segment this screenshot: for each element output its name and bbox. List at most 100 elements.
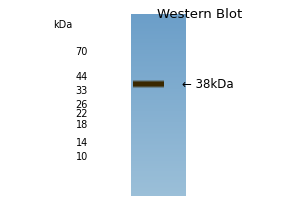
Bar (130, 137, 186, 138)
Bar (130, 97, 186, 98)
Bar (130, 66, 186, 67)
Bar (130, 100, 186, 101)
Bar (130, 75, 186, 76)
Bar (130, 180, 186, 181)
Bar (130, 20, 186, 21)
Text: 44: 44 (76, 72, 88, 82)
Bar (130, 142, 186, 143)
Bar (130, 81, 186, 82)
Bar (130, 62, 186, 63)
Bar (130, 40, 186, 41)
Bar (130, 118, 186, 119)
Bar (130, 86, 186, 87)
Bar (130, 30, 186, 31)
Bar (130, 155, 186, 156)
Bar (130, 173, 186, 174)
Text: 22: 22 (76, 109, 88, 119)
Bar (130, 126, 186, 127)
Bar (130, 17, 186, 18)
Bar (130, 73, 186, 74)
Bar (130, 141, 186, 142)
Bar (130, 106, 186, 107)
Bar (130, 36, 186, 37)
Bar (130, 148, 186, 149)
Bar (130, 149, 186, 150)
Bar (130, 124, 186, 125)
Bar (130, 29, 186, 30)
Bar (130, 150, 186, 151)
Bar (133, 80, 164, 88)
Bar (130, 123, 186, 124)
Bar (130, 14, 186, 15)
Bar (130, 77, 186, 78)
Bar (130, 79, 186, 80)
Bar (130, 101, 186, 102)
Bar (130, 144, 186, 145)
Bar (130, 80, 186, 81)
Bar (130, 128, 186, 129)
Bar (130, 47, 186, 48)
Bar (130, 146, 186, 147)
Bar (130, 94, 186, 95)
Bar (130, 147, 186, 148)
Bar (130, 176, 186, 177)
Bar (130, 127, 186, 128)
Bar (130, 24, 186, 25)
Bar (130, 48, 186, 49)
Bar (130, 90, 186, 91)
Bar (130, 26, 186, 27)
Text: kDa: kDa (53, 20, 72, 30)
Bar (130, 184, 186, 185)
Bar (130, 171, 186, 172)
Bar (130, 185, 186, 186)
Bar (130, 89, 186, 90)
Bar (130, 140, 186, 141)
Bar (130, 39, 186, 40)
Bar (130, 143, 186, 144)
Bar (130, 139, 186, 140)
Bar (130, 115, 186, 116)
Bar (130, 105, 186, 106)
Bar (130, 56, 186, 57)
Bar (130, 165, 186, 166)
Bar (130, 23, 186, 24)
Bar (130, 178, 186, 179)
Bar (130, 55, 186, 56)
Bar (130, 102, 186, 103)
Bar (130, 93, 186, 94)
Bar (130, 92, 186, 93)
Bar (130, 46, 186, 47)
Bar (130, 132, 186, 133)
Bar (130, 112, 186, 113)
Bar (130, 187, 186, 188)
Text: Western Blot: Western Blot (158, 8, 243, 21)
Text: 10: 10 (76, 152, 88, 162)
Bar (130, 111, 186, 112)
Text: 26: 26 (76, 100, 88, 110)
Bar (130, 52, 186, 53)
Bar (130, 190, 186, 191)
Bar (130, 98, 186, 99)
Bar (130, 71, 186, 72)
Bar (130, 64, 186, 65)
Bar (130, 166, 186, 167)
Bar (130, 129, 186, 130)
Bar (130, 162, 186, 163)
Bar (130, 186, 186, 187)
Bar (130, 160, 186, 161)
Bar (130, 172, 186, 173)
Bar (130, 119, 186, 120)
Bar (130, 120, 186, 121)
Bar (130, 177, 186, 178)
Bar (130, 188, 186, 189)
Bar (130, 61, 186, 62)
Bar (130, 151, 186, 152)
Bar (130, 45, 186, 46)
Bar (130, 164, 186, 165)
Bar (130, 114, 186, 115)
Bar (133, 81, 164, 87)
Bar (130, 103, 186, 104)
Bar (130, 58, 186, 59)
Bar (130, 174, 186, 175)
Bar (130, 107, 186, 108)
